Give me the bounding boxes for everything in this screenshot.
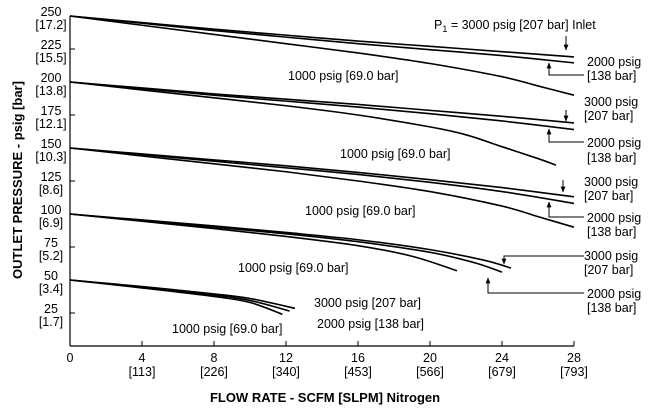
x-ticks-group: 0 4[113] 8[226] 12[340] 16[453] 20[566] 24[679… [67, 341, 588, 379]
label-1000-psig-200: 1000 psig [69.0 bar] [340, 147, 451, 161]
y-tick-label: 225 [41, 38, 62, 52]
y-tick-label: 25 [44, 302, 58, 316]
y-axis-title: OUTLET PRESSURE - psig [bar] [10, 81, 25, 279]
x-tick-sublabel: [793] [560, 365, 588, 379]
x-axis-title: FLOW RATE - SCFM [SLPM] Nitrogen [210, 390, 440, 405]
label-3000-psig-50: 3000 psig [207 bar] [314, 296, 421, 310]
curve-150-setpoint-2000-inlet [69, 147, 575, 205]
x-tick-label: 12 [279, 351, 293, 365]
curve-250-setpoint-1000-inlet [69, 15, 575, 96]
label-1000-psig-150: 1000 psig [69.0 bar] [305, 204, 416, 218]
y-tick-sublabel: [8.6] [39, 183, 63, 197]
x-tick-sublabel: [453] [344, 365, 372, 379]
label-1000-psig-100: 1000 psig [69.0 bar] [238, 261, 349, 275]
x-tick-label: 8 [211, 351, 218, 365]
label-3000-psig-150: 3000 psig [207 bar] [584, 175, 638, 203]
y-tick-sublabel: [6.9] [39, 216, 63, 230]
y-tick-label: 75 [44, 236, 58, 250]
x-tick-sublabel: [566] [416, 365, 444, 379]
curve-100-setpoint-3000-inlet [69, 213, 512, 269]
x-tick-sublabel: [113] [129, 365, 156, 379]
y-tick-label: 150 [41, 137, 62, 151]
x-tick-label: 20 [423, 351, 437, 365]
curve-200-setpoint-1000-inlet [69, 81, 557, 166]
y-tick-label: 50 [44, 269, 58, 283]
curve-100-setpoint-1000-inlet [69, 213, 458, 272]
y-tick-label: 250 [41, 5, 62, 19]
curve-250-setpoint-2000-inlet [69, 15, 575, 64]
inlet-pressure-label: P1 = 3000 psig [207 bar] Inlet [434, 18, 596, 34]
label-1000-psig-250: 1000 psig [69.0 bar] [288, 69, 399, 83]
y-tick-sublabel: [15.5] [35, 51, 66, 65]
x-tick-sublabel: [340] [272, 365, 300, 379]
label-2000-psig-250: 2000 psig [138 bar] [587, 55, 641, 83]
label-2000-psig-200: 2000 psig [138 bar] [587, 136, 641, 165]
y-tick-sublabel: [13.8] [35, 84, 66, 98]
label-2000-psig-50: 2000 psig [138 bar] [317, 317, 424, 331]
y-ticks-group: 250[17.2]225[15.5]200[13.8]175[12.1]150[… [35, 5, 75, 329]
curve-50-setpoint-1000-inlet [69, 279, 283, 316]
x-tick-sublabel: [679] [488, 365, 516, 379]
x-tick-sublabel: [226] [200, 365, 228, 379]
label-3000-psig-200: 3000 psig [207 bar] [584, 95, 638, 123]
y-tick-sublabel: [17.2] [35, 18, 66, 32]
curve-150-setpoint-1000-inlet [69, 147, 575, 228]
label-1000-psig-50: 1000 psig [69.0 bar] [172, 322, 283, 336]
curve-200-setpoint-2000-inlet [69, 81, 575, 131]
x-tick-label: 16 [351, 351, 365, 365]
y-tick-label: 175 [41, 104, 62, 118]
y-tick-sublabel: [3.4] [39, 282, 63, 296]
x-tick-label: 4 [139, 351, 146, 365]
y-tick-sublabel: [1.7] [39, 315, 63, 329]
label-2000-psig-150: 2000 psig [138 bar] [587, 211, 641, 239]
y-tick-sublabel: [12.1] [35, 117, 66, 131]
y-tick-label: 100 [41, 203, 62, 217]
curve-50-setpoint-2000-inlet [69, 279, 290, 312]
x-tick-label: 24 [495, 351, 509, 365]
curves-group [69, 15, 575, 316]
y-tick-label: 200 [41, 71, 62, 85]
callout-leaders [485, 36, 584, 294]
label-3000-psig-100: 3000 psig [207 bar] [584, 249, 638, 277]
x-tick-label: 0 [67, 351, 74, 365]
y-tick-label: 125 [41, 170, 62, 184]
y-tick-sublabel: [5.2] [39, 249, 63, 263]
label-2000-psig-100: 2000 psig [138 bar] [587, 287, 641, 315]
x-tick-label: 28 [567, 351, 581, 365]
y-tick-sublabel: [10.3] [35, 150, 66, 164]
